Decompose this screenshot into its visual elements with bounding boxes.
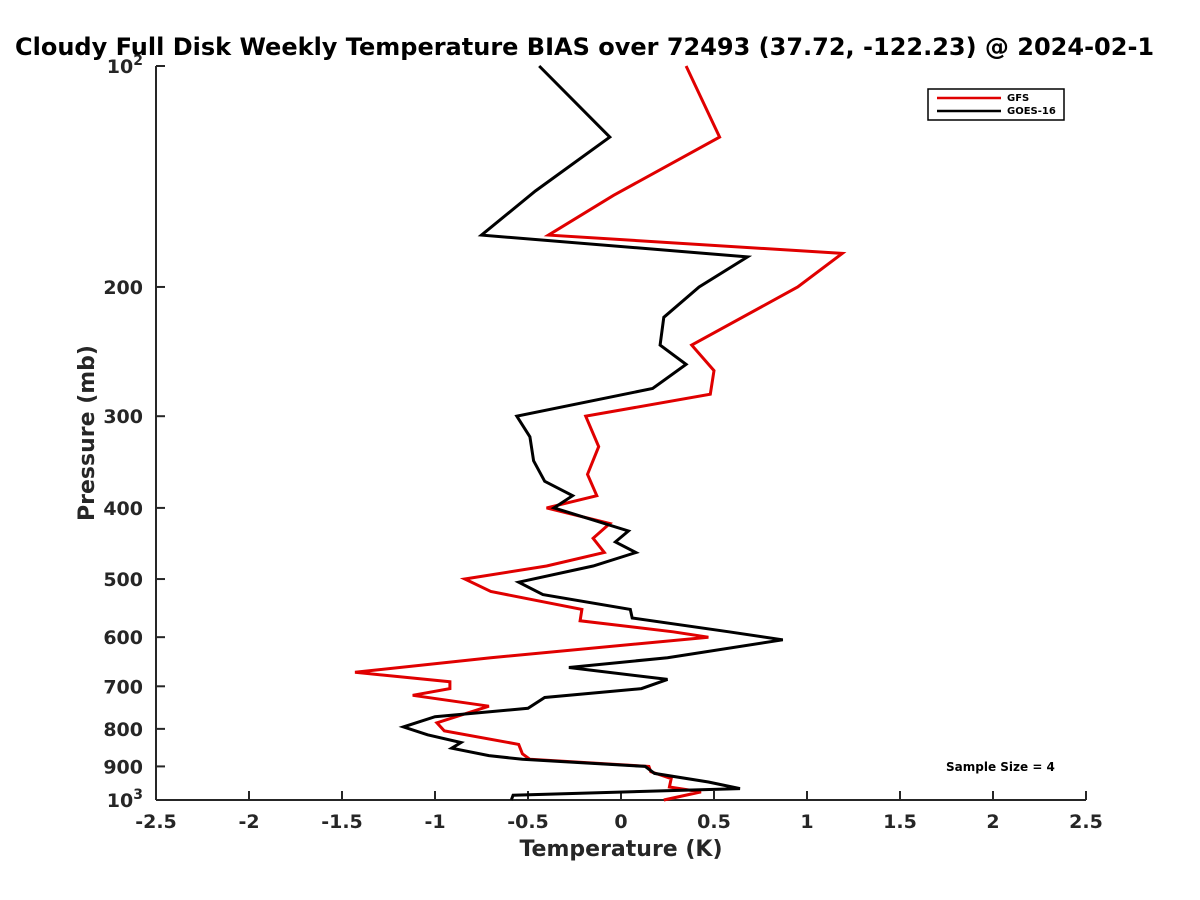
- y-tick-exponent: 3: [133, 787, 143, 803]
- y-tick-label: 600: [103, 627, 143, 649]
- x-tick-label: 0.5: [697, 811, 731, 833]
- x-tick-label: -2: [238, 811, 259, 833]
- y-tick-label: 200: [103, 277, 143, 299]
- chart-title: Cloudy Full Disk Weekly Temperature BIAS…: [15, 33, 1154, 61]
- legend-label-goes16: GOES-16: [1007, 106, 1056, 117]
- x-tick-label: -1.5: [321, 811, 363, 833]
- x-axis-label: Temperature (K): [519, 837, 722, 862]
- sample-size-annotation: Sample Size = 4: [946, 760, 1055, 774]
- x-tick-label: 1.5: [883, 811, 917, 833]
- x-tick-label: -1: [424, 811, 445, 833]
- legend-label-gfs: GFS: [1007, 93, 1029, 104]
- y-tick-exponent: 2: [133, 53, 143, 69]
- x-tick-label: -2.5: [135, 811, 177, 833]
- x-tick-label: 2.5: [1069, 811, 1103, 833]
- legend: GFS GOES-16: [927, 88, 1065, 121]
- y-tick-label: 900: [103, 756, 143, 778]
- series-lines: [354, 64, 847, 802]
- y-tick-label: 800: [103, 719, 143, 741]
- series-line-goes-16: [398, 64, 784, 801]
- x-tick-label: 0: [614, 811, 627, 833]
- y-tick-label: 103: [107, 787, 143, 812]
- legend-box: [927, 88, 1065, 121]
- y-tick-label: 102: [107, 53, 143, 78]
- y-tick-base: 10: [107, 56, 133, 78]
- x-tick-label: 2: [986, 811, 999, 833]
- y-axis-label: Pressure (mb): [75, 345, 100, 521]
- y-tick-label: 300: [103, 406, 143, 428]
- x-tick-label: -0.5: [507, 811, 549, 833]
- x-axis-ticks: -2.5 -2 -1.5 -1 -0.5 0 0.5 1 1.5 2 2.5: [135, 791, 1103, 833]
- y-tick-label: 500: [103, 569, 143, 591]
- y-tick-label: 700: [103, 676, 143, 698]
- y-tick-label: 400: [103, 498, 143, 520]
- x-tick-label: 1: [800, 811, 813, 833]
- series-line-gfs: [354, 65, 847, 802]
- y-tick-base: 10: [107, 790, 133, 812]
